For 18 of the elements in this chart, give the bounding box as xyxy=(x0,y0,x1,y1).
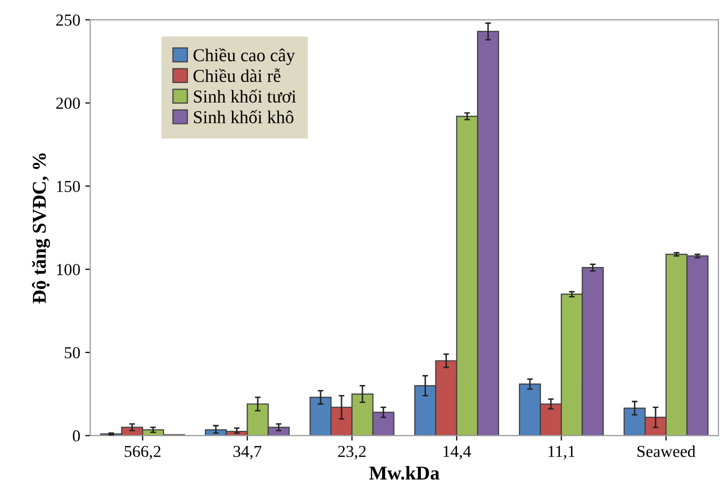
legend-label: Sinh khối tươi xyxy=(194,89,296,103)
x-tick-label: 566,2 xyxy=(124,446,160,460)
y-tick-label: 100 xyxy=(56,264,80,276)
y-axis-title: Độ tăng SVĐC, % xyxy=(32,153,50,304)
x-tick-label: 34,7 xyxy=(234,446,262,460)
y-tick-label: 250 xyxy=(56,14,80,26)
x-tick-label: 14,4 xyxy=(444,446,471,460)
y-tick-label: 0 xyxy=(72,430,80,442)
x-tick-label: Seaweed xyxy=(638,445,696,458)
y-tick-label: 150 xyxy=(56,180,80,192)
x-tick-label: 11,1 xyxy=(548,446,575,460)
y-tick-label: 200 xyxy=(56,98,80,109)
legend-label: Chiều dài rễ xyxy=(194,68,280,82)
legend-label: Chiều cao cây xyxy=(194,48,295,66)
y-tick-label: 50 xyxy=(64,347,80,358)
x-tick-label: 23,2 xyxy=(338,446,366,460)
x-axis-title: Mw.kDa xyxy=(369,466,440,480)
legend-label: Sinh khối khô xyxy=(194,110,294,124)
